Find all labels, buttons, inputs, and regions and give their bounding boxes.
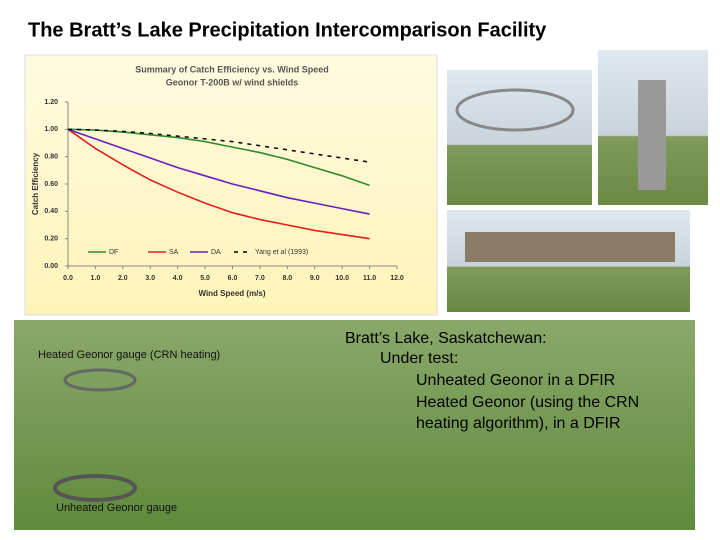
slide-title: The Bratt’s Lake Precipitation Intercomp… — [28, 19, 547, 41]
photo-fence — [63, 368, 137, 392]
photo-gauge — [638, 80, 666, 190]
y-tick-label: 0.20 — [44, 236, 58, 243]
photo-caption: Heated Geonor gauge (CRN heating) — [38, 349, 220, 361]
x-tick-label: 6.0 — [228, 275, 238, 282]
description-line: Bratt’s Lake, Saskatchewan: — [345, 330, 547, 347]
legend-label: DA — [211, 249, 221, 256]
legend-label: SA — [169, 249, 179, 256]
y-axis-label: Catch Efficiency — [31, 152, 40, 215]
series-line — [67, 128, 370, 215]
x-tick-label: 4.0 — [173, 275, 183, 282]
description-line: Heated Geonor (using the CRN — [416, 394, 639, 411]
x-tick-label: 7.0 — [255, 275, 265, 282]
x-tick-label: 5.0 — [200, 275, 210, 282]
description-line: heating algorithm), in a DFIR — [416, 415, 621, 432]
x-tick-label: 8.0 — [282, 275, 292, 282]
x-axis-label: Wind Speed (m/s) — [198, 289, 265, 298]
x-tick-label: 2.0 — [118, 275, 128, 282]
series-line — [67, 128, 370, 163]
photo-fence — [455, 88, 575, 132]
x-tick-label: 9.0 — [310, 275, 320, 282]
x-tick-label: 11.0 — [363, 275, 376, 282]
photo-fence — [465, 232, 675, 262]
x-tick-label: 1.0 — [91, 275, 101, 282]
x-tick-label: 3.0 — [145, 275, 155, 282]
description-line: Unheated Geonor in a DFIR — [416, 372, 615, 389]
legend-label: Yang et al (1993) — [255, 249, 308, 256]
y-tick-label: 0.40 — [44, 208, 58, 215]
photo — [447, 70, 592, 205]
chart-title: Summary of Catch Efficiency vs. Wind Spe… — [135, 64, 328, 74]
series-line — [67, 128, 370, 187]
x-tick-label: 0.0 — [63, 275, 73, 282]
y-tick-label: 1.00 — [44, 126, 58, 133]
photo-fence — [53, 474, 137, 502]
chart: Summary of Catch Efficiency vs. Wind Spe… — [31, 64, 404, 298]
y-tick-label: 1.20 — [44, 99, 58, 106]
x-tick-label: 10.0 — [335, 275, 349, 282]
y-tick-label: 0.00 — [44, 263, 58, 270]
x-tick-label: 12.0 — [390, 275, 404, 282]
legend-label: DF — [109, 249, 118, 256]
photo-caption: Unheated Geonor gauge — [56, 502, 177, 514]
series-line — [67, 128, 370, 240]
description-line: Under test: — [380, 350, 458, 367]
y-tick-label: 0.60 — [44, 181, 58, 188]
chart-subtitle: Geonor T-200B w/ wind shields — [166, 77, 299, 87]
y-tick-label: 0.80 — [44, 154, 58, 161]
